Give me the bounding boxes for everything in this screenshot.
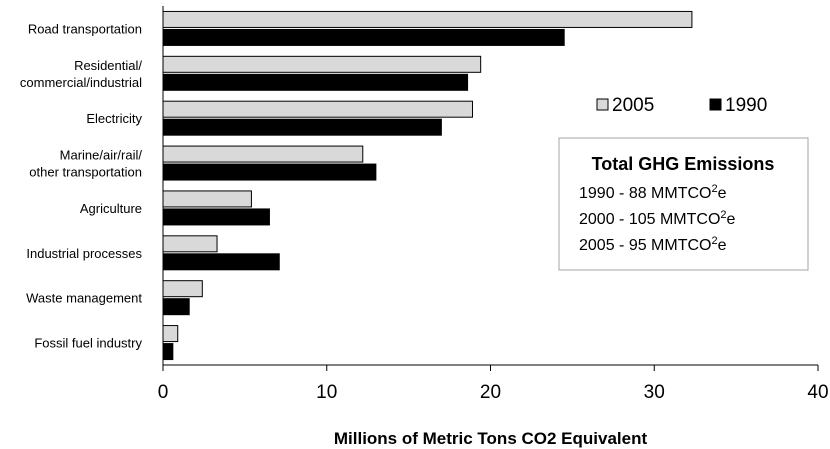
legend-label-1990: 1990 [725,95,767,116]
category-label-line: Industrial processes [26,246,142,261]
bar-1990-1 [162,73,469,91]
category-label-line: Agriculture [80,201,142,216]
bar-2005-6 [162,280,203,298]
legend-swatch-1990 [709,98,722,111]
bar-1990-6 [162,298,190,316]
info-box-frame [558,137,809,271]
x-tick-label: 20 [480,382,501,403]
bar-1990-3 [162,163,377,181]
x-tick-label: 0 [158,382,169,403]
category-label-line: commercial/industrial [20,75,142,90]
info-box-line: 1990 - 88 MMTCO2e [579,183,727,202]
bar-1990-2 [162,118,442,136]
info-box-title: Total GHG Emissions [592,154,775,174]
info-line-suffix: e [727,211,736,228]
bar-2005-2 [162,100,473,118]
bar-2005-5 [162,235,218,253]
info-line-text: 1990 - 88 MMTCO [579,185,711,202]
info-line-text: 2000 - 105 MMTCO [579,211,720,228]
category-label-2: Electricity [86,111,142,126]
legend: 2005 1990 [596,95,767,116]
category-label-5: Industrial processes [26,246,142,261]
category-label-line: Fossil fuel industry [34,336,142,351]
category-label-6: Waste management [26,291,142,306]
bar-1990-4 [162,208,270,226]
category-label-4: Agriculture [80,201,142,216]
bar-1990-0 [162,28,565,46]
category-label-line: Marine/air/rail/ [60,148,143,163]
category-label-line: Residential/ [74,58,142,73]
legend-label-2005: 2005 [612,95,654,116]
category-label-3: Marine/air/rail/other transportation [29,148,142,180]
x-tick-label: 40 [807,382,828,403]
category-label-7: Fossil fuel industry [34,336,142,351]
bar-2005-1 [162,55,482,73]
info-box: Total GHG Emissions 1990 - 88 MMTCO2e200… [558,137,809,271]
info-box-line: 2005 - 95 MMTCO2e [579,235,727,254]
category-label-0: Road transportation [28,21,142,36]
bar-2005-0 [162,10,693,28]
bar-1990-7 [162,343,174,361]
category-labels: Road transportation Residential/commercia… [20,21,143,350]
x-axis-title: Millions of Metric Tons CO2 Equivalent [334,429,648,448]
bar-1990-5 [162,253,280,271]
x-ticks: 0 10 20 30 40 [158,365,829,403]
category-label-1: Residential/commercial/industrial [20,58,142,90]
legend-swatch-2005 [596,98,609,111]
x-tick-label: 30 [644,382,665,403]
info-line-suffix: e [718,185,727,202]
bar-2005-4 [162,190,252,208]
info-line-superscript: 2 [720,209,726,221]
bar-2005-7 [162,325,179,343]
info-line-suffix: e [718,237,727,254]
bar-2005-3 [162,145,364,163]
category-label-line: Waste management [26,291,142,306]
info-line-superscript: 2 [711,235,717,247]
category-label-line: Electricity [86,111,142,126]
x-tick-label: 10 [316,382,337,403]
category-label-line: Road transportation [28,21,142,36]
info-line-text: 2005 - 95 MMTCO [579,237,711,254]
info-line-superscript: 2 [711,183,717,195]
category-label-line: other transportation [29,165,142,180]
info-box-line: 2000 - 105 MMTCO2e [579,209,736,228]
